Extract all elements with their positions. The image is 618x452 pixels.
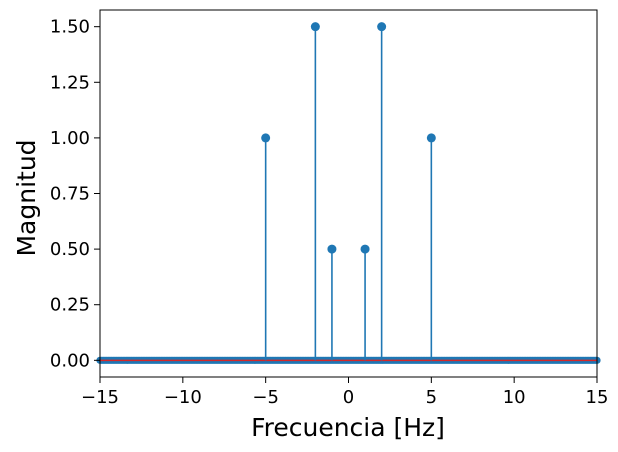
peak-markers [261,22,436,254]
zero-magnitude-samples [96,356,601,364]
peak-marker [310,22,320,32]
plot-frame [99,9,598,378]
y-tick-label: 0.75 [50,184,90,205]
x-axis-ticks: −15 −10 −5 0 5 10 15 [81,377,608,408]
y-tick-label: 1.25 [50,72,90,93]
peak-marker [327,244,337,254]
x-tick-label: 5 [426,387,437,408]
x-tick-label: −5 [252,387,279,408]
x-tick-label: −10 [164,387,202,408]
x-tick-label: −15 [81,387,119,408]
y-tick-label: 1.50 [50,17,90,38]
y-tick-label: 0.00 [50,350,90,371]
y-axis-label: Magnitud [12,139,41,256]
x-tick-label: 0 [343,387,354,408]
y-tick-label: 1.00 [50,128,90,149]
y-tick-label: 0.50 [50,239,90,260]
x-tick-label: 15 [586,387,609,408]
stem-lines [264,26,433,361]
y-axis-ticks: 0.00 0.25 0.50 0.75 1.00 1.25 1.50 [50,17,100,371]
peak-marker [377,22,387,32]
peak-marker [426,133,436,143]
y-tick-label: 0.25 [50,295,90,316]
x-tick-label: 10 [503,387,526,408]
peak-marker [360,244,370,254]
peak-marker [261,133,271,143]
x-axis-label: Frecuencia [Hz] [251,413,445,442]
